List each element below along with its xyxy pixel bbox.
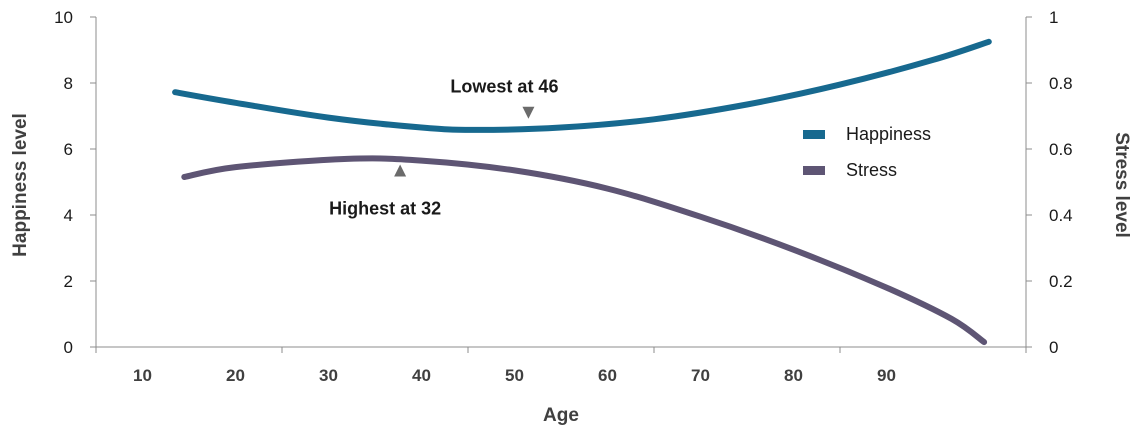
legend: Happiness Stress — [803, 124, 931, 180]
right-y-tick-label: 1 — [1049, 8, 1058, 27]
series-line-stress — [181, 155, 988, 346]
lowest-point-marker — [522, 106, 535, 119]
right-y-tick-label: 0.6 — [1049, 140, 1073, 159]
highest-annotation-label: Highest at 32 — [329, 198, 441, 218]
series-lines — [172, 38, 992, 346]
left-y-tick-label: 8 — [64, 74, 73, 93]
right-y-tick-label: 0.2 — [1049, 272, 1073, 291]
right-y-tick-label: 0.8 — [1049, 74, 1073, 93]
left-y-tick-label: 10 — [54, 8, 73, 27]
x-tick-label: 20 — [226, 366, 245, 385]
x-tick-label: 50 — [505, 366, 524, 385]
right-y-axis-title: Stress level — [1111, 132, 1132, 238]
x-tick-label: 70 — [691, 366, 710, 385]
right-y-tick-label: 0 — [1049, 338, 1058, 357]
left-y-tick-label: 2 — [64, 272, 73, 291]
x-tick-label: 10 — [133, 366, 152, 385]
x-tick-label: 60 — [598, 366, 617, 385]
left-y-tick-label: 6 — [64, 140, 73, 159]
x-tick-label: 80 — [784, 366, 803, 385]
left-y-axis-title: Happiness level — [10, 113, 31, 257]
legend-swatch-happiness — [803, 130, 825, 139]
highest-point-marker — [394, 164, 407, 177]
axes: 0 2 4 6 8 10 0 0.2 0.4 0.6 0.8 1 10 20 30 40 50 60 70 80 90 A… — [10, 8, 1132, 426]
right-y-tick-label: 0.4 — [1049, 206, 1073, 225]
x-tick-label: 30 — [319, 366, 338, 385]
legend-label-happiness: Happiness — [846, 124, 931, 144]
left-y-tick-label: 0 — [64, 338, 73, 357]
series-line-happiness — [172, 38, 992, 133]
left-y-tick-label: 4 — [64, 206, 73, 225]
x-tick-label: 40 — [412, 366, 431, 385]
x-tick-label: 90 — [877, 366, 896, 385]
lowest-annotation-label: Lowest at 46 — [450, 77, 558, 97]
annotations: Lowest at 46 Highest at 32 — [329, 77, 558, 219]
legend-swatch-stress — [803, 166, 825, 175]
legend-label-stress: Stress — [846, 160, 897, 180]
x-axis-title: Age — [543, 405, 579, 426]
